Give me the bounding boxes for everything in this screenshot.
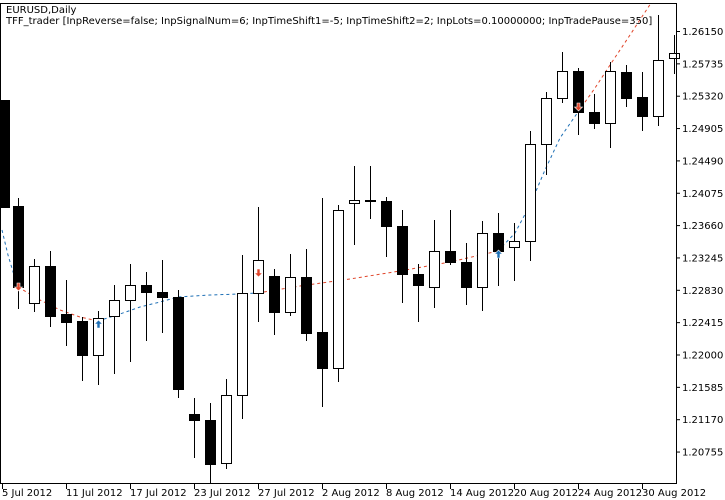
- candle: [493, 213, 504, 286]
- candle: [461, 243, 472, 305]
- signal-lines: [1, 2, 652, 322]
- price-axis[interactable]: 1.26150 1.25735 1.25320 1.24905 1.24490 1.240…: [676, 27, 723, 459]
- date-tick-label: 8 Aug 2012: [386, 488, 444, 499]
- candle: [253, 207, 264, 322]
- candle: [413, 264, 424, 322]
- date-tick-label: 23 Jul 2012: [194, 488, 251, 499]
- candle: [221, 379, 232, 469]
- date-tick-label: 17 Jul 2012: [130, 488, 187, 499]
- candle: [509, 223, 520, 281]
- candle: [205, 403, 216, 477]
- buy-signal-line: [497, 111, 579, 252]
- candle: [653, 15, 664, 126]
- candle: [109, 285, 120, 374]
- expert-params-label: TFF_trader [InpReverse=false; InpSignalN…: [6, 16, 653, 27]
- price-tick-label: 1.25735: [682, 59, 723, 70]
- time-axis[interactable]: 5 Jul 2012 11 Jul 2012 17 Jul 2012 23 Jul 2…: [2, 476, 706, 499]
- date-tick-label: 30 Aug 2012: [642, 488, 706, 499]
- candle: [333, 205, 344, 382]
- candle: [0, 100, 10, 208]
- buy-signal-line: [1, 229, 19, 288]
- candle: [525, 131, 536, 261]
- candle: [269, 269, 280, 335]
- candle: [157, 260, 168, 333]
- price-tick-label: 1.24905: [682, 124, 723, 135]
- sell-arrow-icon: [573, 102, 584, 112]
- candle: [125, 264, 136, 362]
- buy-signal-line: [97, 292, 259, 322]
- candle: [141, 272, 152, 341]
- date-tick-label: 5 Jul 2012: [2, 488, 52, 499]
- candle: [13, 198, 24, 309]
- price-tick-label: 1.26150: [682, 27, 723, 38]
- price-tick-label: 1.23245: [682, 253, 723, 264]
- candle: [589, 94, 600, 129]
- price-tick-label: 1.21170: [682, 415, 723, 426]
- candle: [317, 198, 328, 407]
- price-tick-label: 1.22000: [682, 351, 723, 362]
- candle: [621, 65, 632, 107]
- sell-arrow-icon: [253, 268, 264, 278]
- price-tick-label: 1.22415: [682, 318, 723, 329]
- date-tick-label: 11 Jul 2012: [66, 488, 123, 499]
- buy-arrow-icon: [93, 319, 104, 329]
- price-tick-label: 1.21585: [682, 383, 723, 394]
- candle: [77, 317, 88, 381]
- plot-border: [0, 3, 677, 484]
- chart-symbol-label: EURUSD,Daily: [6, 5, 77, 16]
- candle: [397, 210, 408, 303]
- candle: [285, 254, 296, 316]
- date-tick-label: 20 Aug 2012: [514, 488, 578, 499]
- date-tick-label: 24 Aug 2012: [578, 488, 642, 499]
- price-tick-label: 1.24490: [682, 156, 723, 167]
- price-tick-label: 1.22830: [682, 286, 723, 297]
- candle: [605, 62, 616, 148]
- candle: [381, 197, 392, 257]
- date-tick-label: 14 Aug 2012: [450, 488, 514, 499]
- candle: [365, 166, 376, 219]
- price-tick-label: 1.23660: [682, 221, 723, 232]
- candle: [669, 35, 680, 74]
- candle: [29, 259, 40, 312]
- candle: [557, 52, 568, 103]
- candle: [429, 220, 440, 308]
- candle: [173, 290, 184, 398]
- candle: [237, 255, 248, 419]
- date-tick-label: 2 Aug 2012: [322, 488, 380, 499]
- buy-arrow-icon: [493, 249, 504, 259]
- price-tick-label: 1.24075: [682, 189, 723, 200]
- candle: [477, 221, 488, 311]
- candle: [349, 166, 360, 245]
- candle: [301, 249, 312, 341]
- candle: [189, 398, 200, 458]
- candle: [61, 280, 72, 346]
- candle: [445, 210, 456, 265]
- sell-signal-line: [577, 2, 652, 113]
- price-tick-label: 1.20755: [682, 448, 723, 459]
- candles: [0, 15, 680, 477]
- sell-arrow-icon: [13, 282, 24, 292]
- trade-markers: [13, 102, 584, 329]
- candle: [573, 68, 584, 135]
- date-tick-label: 27 Jul 2012: [258, 488, 315, 499]
- candle: [45, 251, 56, 327]
- candle: [637, 72, 648, 131]
- price-tick-label: 1.25320: [682, 92, 723, 103]
- candle: [541, 92, 552, 175]
